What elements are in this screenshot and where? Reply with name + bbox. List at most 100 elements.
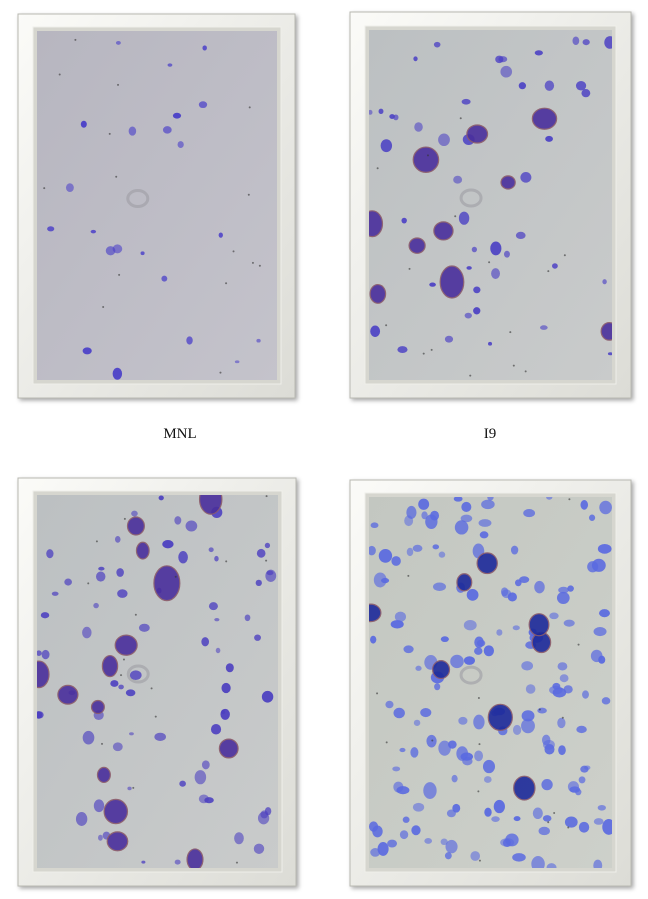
cell — [399, 830, 409, 840]
debris — [577, 643, 580, 646]
debris — [547, 270, 550, 273]
cell — [558, 745, 566, 756]
cell — [214, 618, 220, 622]
cell — [523, 509, 536, 518]
cell — [473, 714, 485, 730]
cell — [429, 282, 436, 287]
cell — [380, 139, 393, 153]
cell — [202, 45, 207, 51]
cell — [253, 843, 265, 854]
cell — [82, 730, 95, 745]
cell — [483, 776, 492, 783]
cell — [461, 98, 471, 105]
cell — [537, 707, 547, 714]
cell — [500, 838, 515, 847]
cell — [214, 555, 219, 562]
cell — [118, 684, 124, 690]
cell — [373, 572, 387, 588]
cell-cluster — [528, 613, 550, 637]
cell — [512, 625, 520, 631]
debris — [547, 821, 550, 824]
cell — [572, 36, 580, 46]
cell — [158, 495, 164, 501]
cell — [593, 627, 607, 637]
debris — [407, 574, 410, 577]
cell — [254, 634, 261, 641]
cell — [510, 545, 519, 555]
cell — [75, 812, 88, 826]
debris — [123, 517, 126, 520]
debris — [567, 826, 570, 829]
cell — [576, 725, 587, 734]
debris — [512, 364, 515, 367]
cell — [483, 645, 495, 657]
debris — [426, 154, 429, 157]
cell — [474, 750, 484, 762]
cell-cluster — [408, 237, 426, 254]
cell-cluster — [600, 321, 612, 341]
cell — [201, 637, 210, 647]
cell — [490, 241, 502, 256]
cell — [464, 312, 472, 319]
cell — [487, 497, 494, 501]
cell — [401, 217, 407, 224]
cell — [65, 183, 74, 192]
cell-cluster — [57, 684, 79, 705]
debris — [538, 708, 541, 711]
cell — [125, 689, 136, 697]
cell — [167, 63, 173, 67]
cell — [544, 80, 555, 91]
cell — [593, 859, 603, 868]
cell — [473, 307, 481, 315]
cell — [512, 724, 522, 736]
cell — [588, 514, 596, 521]
cell — [225, 663, 234, 673]
cell — [521, 718, 535, 734]
cell — [513, 816, 521, 822]
cell-cluster — [96, 766, 111, 784]
cells — [37, 495, 277, 868]
cell — [493, 799, 505, 814]
cell — [481, 499, 495, 510]
cell — [413, 719, 421, 726]
cell — [37, 711, 44, 719]
cell — [563, 619, 575, 627]
cell — [387, 839, 398, 848]
cell-cluster — [476, 552, 498, 575]
cell — [444, 852, 452, 860]
cell — [406, 547, 414, 557]
cell — [541, 779, 553, 791]
debris — [225, 560, 228, 563]
cell — [581, 89, 591, 98]
cell — [198, 794, 209, 804]
cell — [391, 556, 401, 566]
debris — [232, 250, 235, 253]
cell — [255, 579, 262, 587]
debris — [478, 859, 481, 862]
cell — [220, 708, 230, 720]
cell — [599, 500, 612, 515]
cell — [580, 500, 589, 510]
cell — [128, 126, 137, 136]
cell — [46, 549, 54, 559]
cell — [129, 670, 142, 680]
debris — [488, 261, 491, 264]
cell — [396, 786, 410, 795]
cell — [412, 544, 423, 552]
cell — [161, 275, 168, 282]
cell — [602, 279, 607, 285]
debris — [102, 305, 105, 308]
cell — [370, 325, 381, 337]
cell — [440, 636, 449, 643]
cell — [458, 716, 468, 725]
cell-cluster — [186, 848, 204, 868]
cell — [369, 109, 373, 115]
cell — [558, 586, 569, 594]
cell — [215, 647, 221, 654]
cell — [466, 266, 472, 270]
cell — [520, 172, 532, 183]
cell — [221, 682, 231, 694]
cell — [601, 697, 611, 705]
cell — [256, 548, 266, 558]
